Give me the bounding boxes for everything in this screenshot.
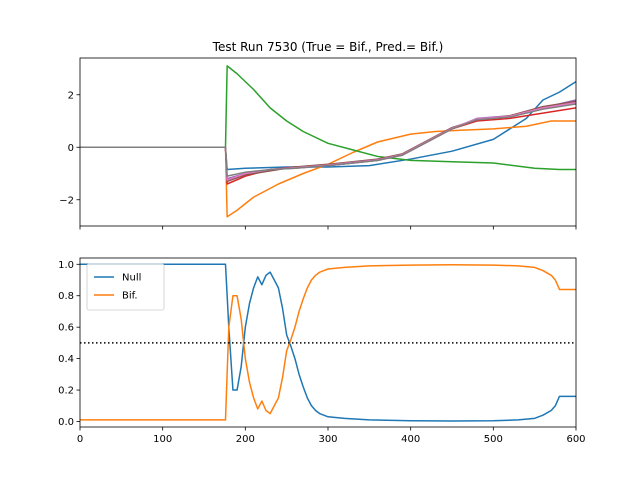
y-tick-label: 1.0 [58,260,74,271]
x-tick-label: 0 [77,434,83,445]
bottom-panel: 0.0 0.2 0.4 0.6 0.8 1.0 0 100 200 300 400 500 600 Nul… [58,257,586,445]
series-line-2 [80,120,576,218]
series-line-8 [80,103,576,177]
y-tick-label: 0.2 [58,386,74,397]
series-bif- [80,264,576,421]
y-tick-label: 0.6 [58,323,74,334]
x-tick-label: 500 [484,434,503,445]
y-tick-label: 0.4 [58,354,74,365]
top-panel: −2 0 2 [59,57,577,230]
chart-title: Test Run 7530 (True = Bif., Pred.= Bif.) [212,40,444,54]
legend: Null Bif. [86,263,165,311]
axes-frame [79,57,577,227]
x-tick-label: 200 [236,434,255,445]
series-null [80,263,576,422]
legend-label: Null [122,273,141,284]
y-tick-label: 0.0 [58,417,74,428]
legend-label: Bif. [122,291,138,302]
series-line-3 [80,65,576,171]
legend-box [86,263,165,311]
series-line-1 [80,80,576,171]
x-tick-label: 300 [318,434,337,445]
x-tick-label: 400 [401,434,420,445]
y-tick-label: 0.8 [58,291,74,302]
x-tick-label: 100 [153,434,172,445]
y-tick-label: 0 [68,143,74,154]
series-line-7 [80,101,576,181]
series-line-6 [80,100,576,183]
y-tick-label: −2 [59,195,74,206]
series-line-4 [80,107,576,185]
x-tick-label: 600 [566,434,585,445]
y-tick-label: 2 [68,90,74,101]
